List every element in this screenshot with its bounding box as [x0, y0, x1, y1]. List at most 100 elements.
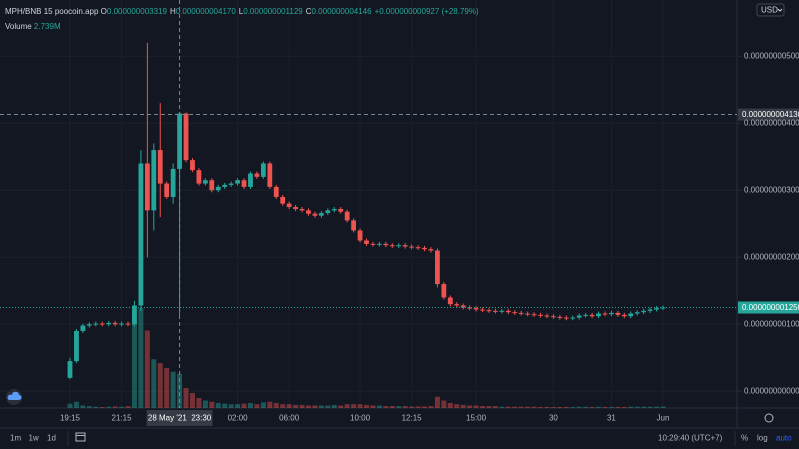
volume-bar [331, 404, 337, 408]
volume-bar [525, 406, 531, 408]
candle-body [364, 240, 369, 244]
candle-body [151, 150, 157, 211]
range-button[interactable]: 1d [47, 434, 56, 443]
candle-body [80, 325, 86, 331]
ohlc-value: 0.000000004146 [311, 7, 372, 16]
candle-body [202, 180, 208, 184]
axis-option[interactable]: log [757, 434, 768, 443]
ohlc-value: 0.000000003319 [106, 7, 167, 16]
volume-bar [273, 403, 279, 408]
candle-body [67, 361, 73, 378]
candle-body [190, 160, 195, 171]
volume-bar [615, 407, 621, 408]
logo-cloud [7, 391, 22, 400]
volume-bar [563, 407, 569, 408]
last-price-box [738, 301, 799, 314]
candle-body [312, 213, 318, 216]
candle-body [447, 297, 453, 305]
candle-body [383, 243, 389, 246]
ohlc-value: 0.000000001129 [243, 7, 303, 16]
volume-value: 2.739M [33, 22, 61, 31]
volume-bar [151, 359, 157, 408]
volume-name: Volume [5, 22, 32, 31]
candle-body [222, 184, 228, 187]
volume-bar [131, 314, 137, 408]
volume-bar [364, 404, 369, 408]
volume-bar [447, 403, 453, 408]
x-tick-label: 31 [607, 414, 616, 423]
candle-body [344, 211, 350, 221]
volume-bar [370, 405, 376, 408]
candle-body [112, 322, 118, 325]
candle-body [467, 307, 473, 309]
candle-body [415, 247, 421, 249]
candle-body [389, 245, 395, 247]
candle-body [293, 207, 298, 210]
volume-bar [550, 407, 556, 408]
currency-button[interactable] [756, 3, 785, 17]
candle-body [254, 173, 260, 177]
y-tick-label: 0.000000001000 [744, 319, 799, 328]
volume-bar [357, 404, 363, 408]
legend-row: Volume 2.739M [5, 19, 482, 34]
volume-bar [467, 405, 473, 408]
axis-option[interactable]: % [741, 434, 748, 443]
axis-option[interactable]: auto [776, 434, 792, 443]
volume-bar [647, 406, 653, 408]
candle-body [132, 305, 137, 325]
volume-bar [177, 373, 183, 408]
candle-body [402, 245, 408, 247]
clock: 10:29:40 (UTC+7) [658, 434, 723, 443]
x-tick-label: 30 [549, 414, 558, 423]
candle-body [325, 210, 331, 214]
volume-bar [576, 406, 582, 408]
legend-row: MPH/BNB 15 poocoin.app O0.000000003319 H0… [5, 4, 482, 19]
volume-bar [480, 406, 486, 408]
settings-icon[interactable] [764, 413, 774, 423]
currency-label[interactable]: USD [761, 6, 778, 15]
volume-bar [125, 406, 131, 408]
candle-body [99, 323, 105, 325]
range-button[interactable]: 1m [10, 434, 21, 443]
volume-bar [138, 308, 144, 408]
volume-bar [325, 405, 331, 408]
volume-bar [428, 406, 434, 408]
candle-body [183, 113, 189, 161]
y-tick-label: 0.000000002000 [744, 252, 799, 261]
y-tick-label: 0.000000004000 [744, 118, 799, 127]
range-button[interactable]: 1w [29, 434, 39, 443]
candle-body [93, 323, 99, 325]
volume-bar [73, 401, 79, 408]
candle-body [525, 313, 531, 315]
volume-bar [557, 407, 563, 408]
currency-chevron [777, 8, 783, 12]
volume-bar [641, 406, 647, 408]
candle-body [409, 246, 415, 248]
candle-body [647, 309, 653, 311]
x-tick-label: 15:00 [466, 414, 487, 423]
candle-body [106, 322, 112, 325]
ohlc-value: 0.000000004170 [175, 7, 236, 16]
volume-layer [67, 308, 666, 408]
candle-body [628, 313, 634, 317]
volume-bar [119, 406, 125, 408]
candle-body [209, 180, 215, 191]
candle-body [299, 209, 305, 211]
x-tick-label: 19:15 [60, 414, 81, 423]
candle-body [241, 180, 247, 187]
candle-body [273, 186, 279, 197]
calendar-icon[interactable] [75, 432, 86, 442]
candle-body [196, 170, 202, 184]
volume-bar [454, 404, 460, 408]
volume-bar [570, 407, 576, 408]
candle-body [563, 317, 569, 319]
volume-bar [660, 406, 666, 408]
volume-bar [254, 404, 260, 408]
candle-body [119, 323, 124, 325]
volume-bar [86, 406, 92, 408]
y-tick-label: 0.000000005000 [744, 51, 799, 60]
ohlc-key: O [100, 7, 107, 16]
last-price-label: 0.000000001250 [742, 303, 799, 312]
candle-body [164, 183, 170, 197]
x-tick-label: 02:00 [228, 414, 249, 423]
